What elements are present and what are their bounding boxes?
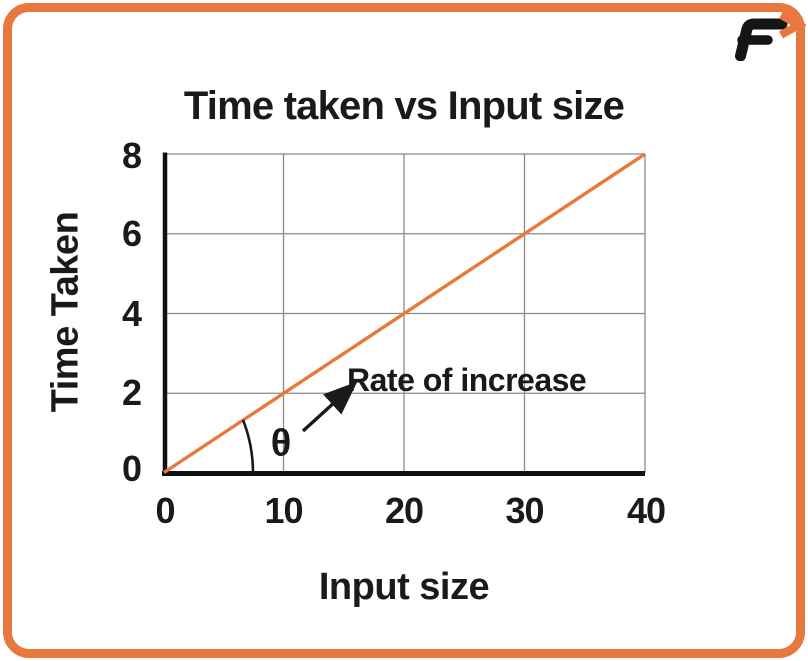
annotation-arrow	[301, 381, 358, 433]
chart-title: Time taken vs Input size	[183, 84, 625, 128]
logo-f-arrow-icon	[735, 11, 806, 61]
y-tick-label-4: 4	[121, 292, 142, 334]
theta-angle-label: θ	[270, 422, 292, 465]
logo-f-stroke	[735, 18, 788, 61]
y-tick-label-2: 2	[121, 372, 142, 413]
y-tick-label-0: 0	[121, 448, 142, 489]
angle-arc	[241, 419, 255, 474]
y-axis-title: Time Taken	[44, 211, 87, 413]
y-tick-label-6: 6	[121, 213, 142, 254]
y-tick-label-8: 8	[121, 135, 142, 176]
data-line	[163, 152, 646, 474]
x-tick-label-20: 20	[384, 490, 424, 531]
axes	[162, 152, 645, 476]
x-tick-label-30: 30	[505, 490, 544, 531]
logo-arrow-chevron-icon	[779, 11, 806, 39]
x-tick-label-40: 40	[626, 490, 666, 531]
x-axis-title: Input size	[318, 566, 490, 608]
x-tick-label-0: 0	[155, 490, 175, 531]
rate-of-increase-label: Rate of increase	[347, 362, 587, 398]
x-tick-label-10: 10	[264, 490, 303, 531]
